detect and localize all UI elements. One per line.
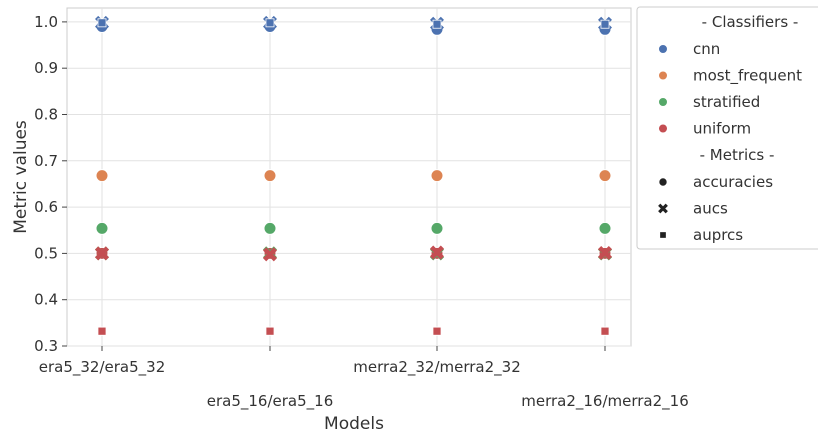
y-tick-label: 0.7 [34, 152, 58, 170]
point-stratified-accuracies [95, 221, 109, 235]
data-points [95, 15, 612, 336]
point-uniform-aucs [598, 245, 612, 260]
legend-classifiers-header: - Classifiers - [702, 13, 799, 31]
point-stratified-accuracies [598, 221, 612, 235]
y-tick-label: 0.4 [34, 291, 58, 309]
legend: - Classifiers - cnn most_frequent stratifie… [636, 6, 818, 250]
y-tick-label: 0.8 [34, 105, 58, 123]
x-axis-title: Models [324, 414, 384, 431]
legend-label-uniform: uniform [693, 120, 751, 138]
point-most_frequent-accuracies [263, 169, 277, 183]
x-tick-label: era5_32/era5_32 [39, 358, 166, 377]
legend-marker-auprcs [659, 231, 667, 239]
legend-box [636, 6, 818, 250]
x-tick-label: merra2_16/merra2_16 [521, 392, 689, 411]
point-most_frequent-accuracies [598, 169, 612, 183]
point-stratified-accuracies [430, 221, 444, 235]
legend-label-most_frequent: most_frequent [693, 67, 802, 86]
y-tick-label: 0.9 [34, 59, 58, 77]
legend-marker-cnn [658, 44, 668, 54]
y-tick-label: 1.0 [34, 13, 58, 31]
point-uniform-auprcs [265, 326, 275, 336]
point-uniform-aucs [430, 245, 444, 260]
point-cnn-auprcs [432, 19, 442, 29]
x-tick-label: era5_16/era5_16 [207, 392, 334, 411]
y-tick-label: 0.3 [34, 337, 58, 355]
legend-marker-uniform [658, 123, 668, 134]
legend-label-auprcs: auprcs [693, 226, 743, 244]
point-cnn-auprcs [265, 18, 275, 28]
grid-lines [67, 8, 631, 347]
legend-marker-aucs [658, 203, 668, 214]
point-cnn-auprcs [600, 19, 610, 29]
point-cnn-auprcs [97, 18, 107, 28]
legend-marker-accuracies [658, 177, 668, 187]
point-uniform-auprcs [97, 326, 107, 336]
point-most_frequent-accuracies [95, 169, 109, 183]
y-axis-title: Metric values [11, 120, 31, 234]
legend-label-stratified: stratified [693, 93, 760, 111]
point-uniform-aucs [95, 246, 109, 261]
legend-label-aucs: aucs [693, 200, 728, 218]
axes: 0.3 0.4 0.5 0.6 0.7 0.8 0.9 1.0 era5_32/era5_32e… [34, 13, 689, 411]
legend-label-accuracies: accuracies [693, 173, 773, 191]
y-tick-label: 0.5 [34, 244, 58, 262]
legend-label-cnn: cnn [693, 40, 720, 58]
point-stratified-accuracies [263, 221, 277, 235]
plot-area [66, 7, 632, 347]
point-uniform-aucs [263, 247, 277, 262]
legend-metrics-header: - Metrics - [700, 146, 775, 164]
legend-marker-stratified [658, 97, 668, 107]
point-uniform-auprcs [600, 326, 610, 336]
point-most_frequent-accuracies [430, 169, 444, 183]
y-tick-label: 0.6 [34, 198, 58, 216]
point-uniform-auprcs [432, 326, 442, 336]
x-tick-label: merra2_32/merra2_32 [353, 358, 521, 377]
legend-marker-most_frequent [658, 70, 668, 81]
